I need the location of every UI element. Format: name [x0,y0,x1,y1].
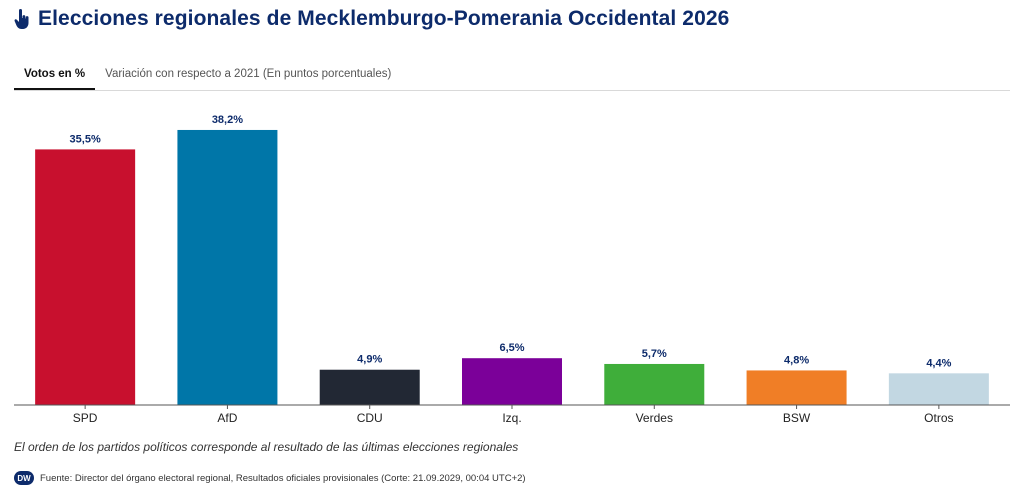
value-label: 38,2% [212,114,243,126]
x-tick-label: Verdes [636,411,673,425]
value-label: 4,8% [784,354,809,366]
x-tick-label: CDU [357,411,383,425]
x-tick-label: Otros [924,411,953,425]
chart-note: El orden de los partidos políticos corre… [14,440,519,454]
source-row: DW Fuente: Director del órgano electoral… [14,470,526,486]
dw-logo: DW [14,471,34,485]
bar-spd [35,149,136,405]
bar-bsw [746,370,847,405]
value-label: 35,5% [70,133,101,145]
bar-izq [462,358,562,405]
x-tick-label: BSW [783,411,811,425]
bar-verdes [604,363,705,405]
hand-pointer-icon [14,9,29,29]
value-label: 4,9% [357,354,382,366]
bar-afd [177,129,278,405]
value-label: 6,5% [499,342,524,354]
bar-cdu [319,369,420,405]
bar-chart: 35,5% SPD 38,2% AfD 4,9% CDU 6,5% Izq. 5,7% Verde… [14,114,1010,425]
title-row: Elecciones regionales de Mecklemburgo-Po… [14,6,729,32]
x-tick-label: AfD [217,411,237,425]
tab-variacion[interactable]: Variación con respecto a 2021 (En puntos… [105,68,392,80]
tab-bar: Votos en % Variación con respecto a 2021… [14,63,1010,91]
value-label: 5,7% [642,348,667,360]
source-text: Fuente: Director del órgano electoral re… [40,472,526,484]
bar-otros [888,373,989,405]
tab-votos[interactable]: Votos en % [14,63,96,90]
x-tick-label: SPD [73,411,98,425]
page-title: Elecciones regionales de Mecklemburgo-Po… [38,7,730,30]
value-label: 4,4% [926,357,951,369]
x-tick-label: Izq. [502,411,521,425]
